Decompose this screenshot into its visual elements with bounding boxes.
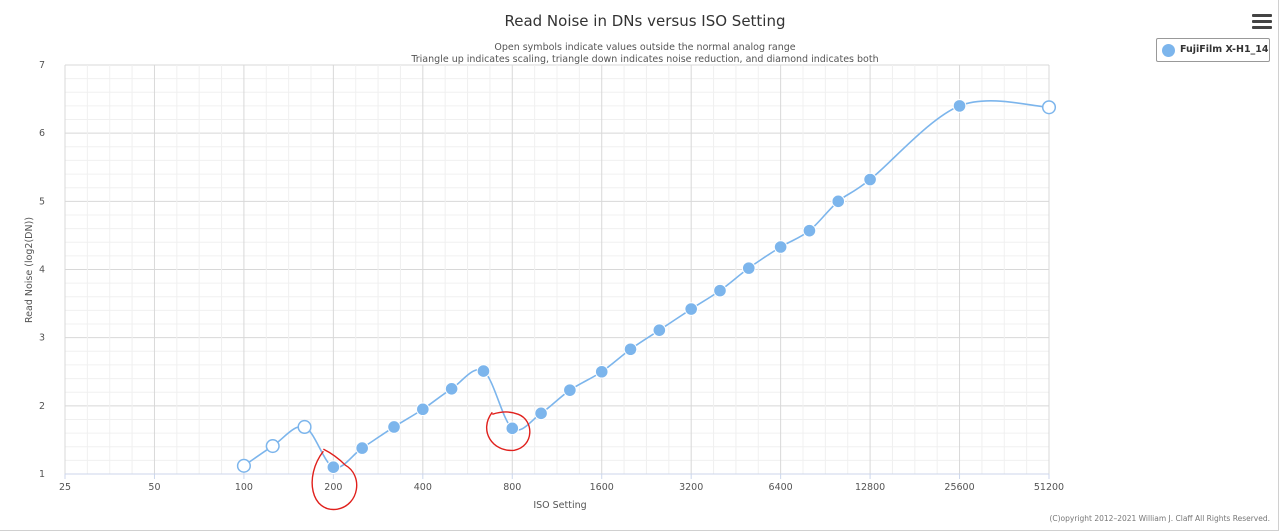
series-layer	[236, 99, 1057, 474]
data-point	[623, 342, 638, 357]
data-point	[684, 302, 698, 316]
data-point	[444, 381, 459, 396]
x-tick-label: 3200	[679, 482, 703, 493]
data-point	[652, 323, 667, 337]
y-axis-title: Read Noise (log2(DN))	[24, 217, 35, 323]
x-tick-label: 400	[414, 482, 432, 493]
x-tick-label: 6400	[769, 482, 793, 493]
axis-layer: 25 50 100 200 400 800 1600 3200 6400 12800 25600 51…	[39, 60, 1064, 493]
open-data-point	[1041, 100, 1057, 115]
open-data-point	[236, 458, 251, 473]
data-point	[831, 194, 846, 209]
data-point	[563, 383, 577, 397]
chart-title: Read Noise in DNs versus ISO Setting	[504, 12, 785, 30]
data-point	[773, 240, 788, 254]
data-point	[802, 223, 817, 238]
data-point	[387, 420, 401, 434]
data-point	[326, 460, 341, 474]
legend[interactable]: FujiFilm X-H1_14	[1156, 38, 1270, 62]
hamburger-menu-icon[interactable]	[1252, 14, 1272, 32]
x-tick-label: 50	[148, 482, 160, 493]
data-point	[863, 172, 877, 187]
y-tick-label: 3	[39, 333, 45, 344]
x-axis-title: ISO Setting	[533, 500, 586, 511]
data-point	[594, 364, 609, 379]
open-data-point	[297, 419, 312, 435]
menu-bar	[1252, 14, 1272, 17]
y-tick-label: 6	[39, 128, 45, 139]
x-tick-label: 200	[324, 482, 342, 493]
x-tick-label: 25600	[944, 482, 974, 493]
open-data-point	[265, 439, 280, 454]
data-point	[505, 421, 520, 436]
chart-subtitle-line-2: Triangle up indicates scaling, triangle …	[410, 54, 878, 65]
x-tick-label: 1600	[590, 482, 614, 493]
x-tick-label: 51200	[1034, 482, 1064, 493]
annotation-circle	[486, 411, 531, 452]
data-point	[476, 364, 491, 378]
legend-series-label: FujiFilm X-H1_14	[1180, 44, 1269, 55]
data-point	[416, 402, 430, 417]
chart-subtitle-line-1: Open symbols indicate values outside the…	[494, 42, 795, 53]
x-tick-label: 25	[59, 482, 71, 493]
x-tick-label: 100	[235, 482, 253, 493]
data-point	[713, 283, 727, 298]
x-tick-label: 800	[503, 482, 521, 493]
y-tick-label: 2	[39, 401, 45, 412]
data-point	[741, 261, 756, 275]
menu-bar	[1252, 20, 1272, 23]
copyright-credit: (C)opyright 2012–2021 William J. Claff A…	[1049, 514, 1270, 523]
grid-layer	[64, 64, 1050, 475]
legend-series-swatch	[1162, 44, 1175, 57]
data-point	[952, 99, 967, 113]
y-tick-label: 4	[39, 265, 45, 276]
annotation-circle	[311, 448, 358, 510]
y-tick-label: 1	[39, 469, 45, 480]
data-point	[355, 441, 369, 455]
data-point	[534, 406, 548, 421]
x-tick-label: 12800	[855, 482, 885, 493]
menu-bar	[1252, 26, 1272, 29]
annotation-layer	[311, 411, 531, 510]
y-tick-label: 7	[39, 60, 45, 71]
y-tick-label: 5	[39, 196, 45, 207]
